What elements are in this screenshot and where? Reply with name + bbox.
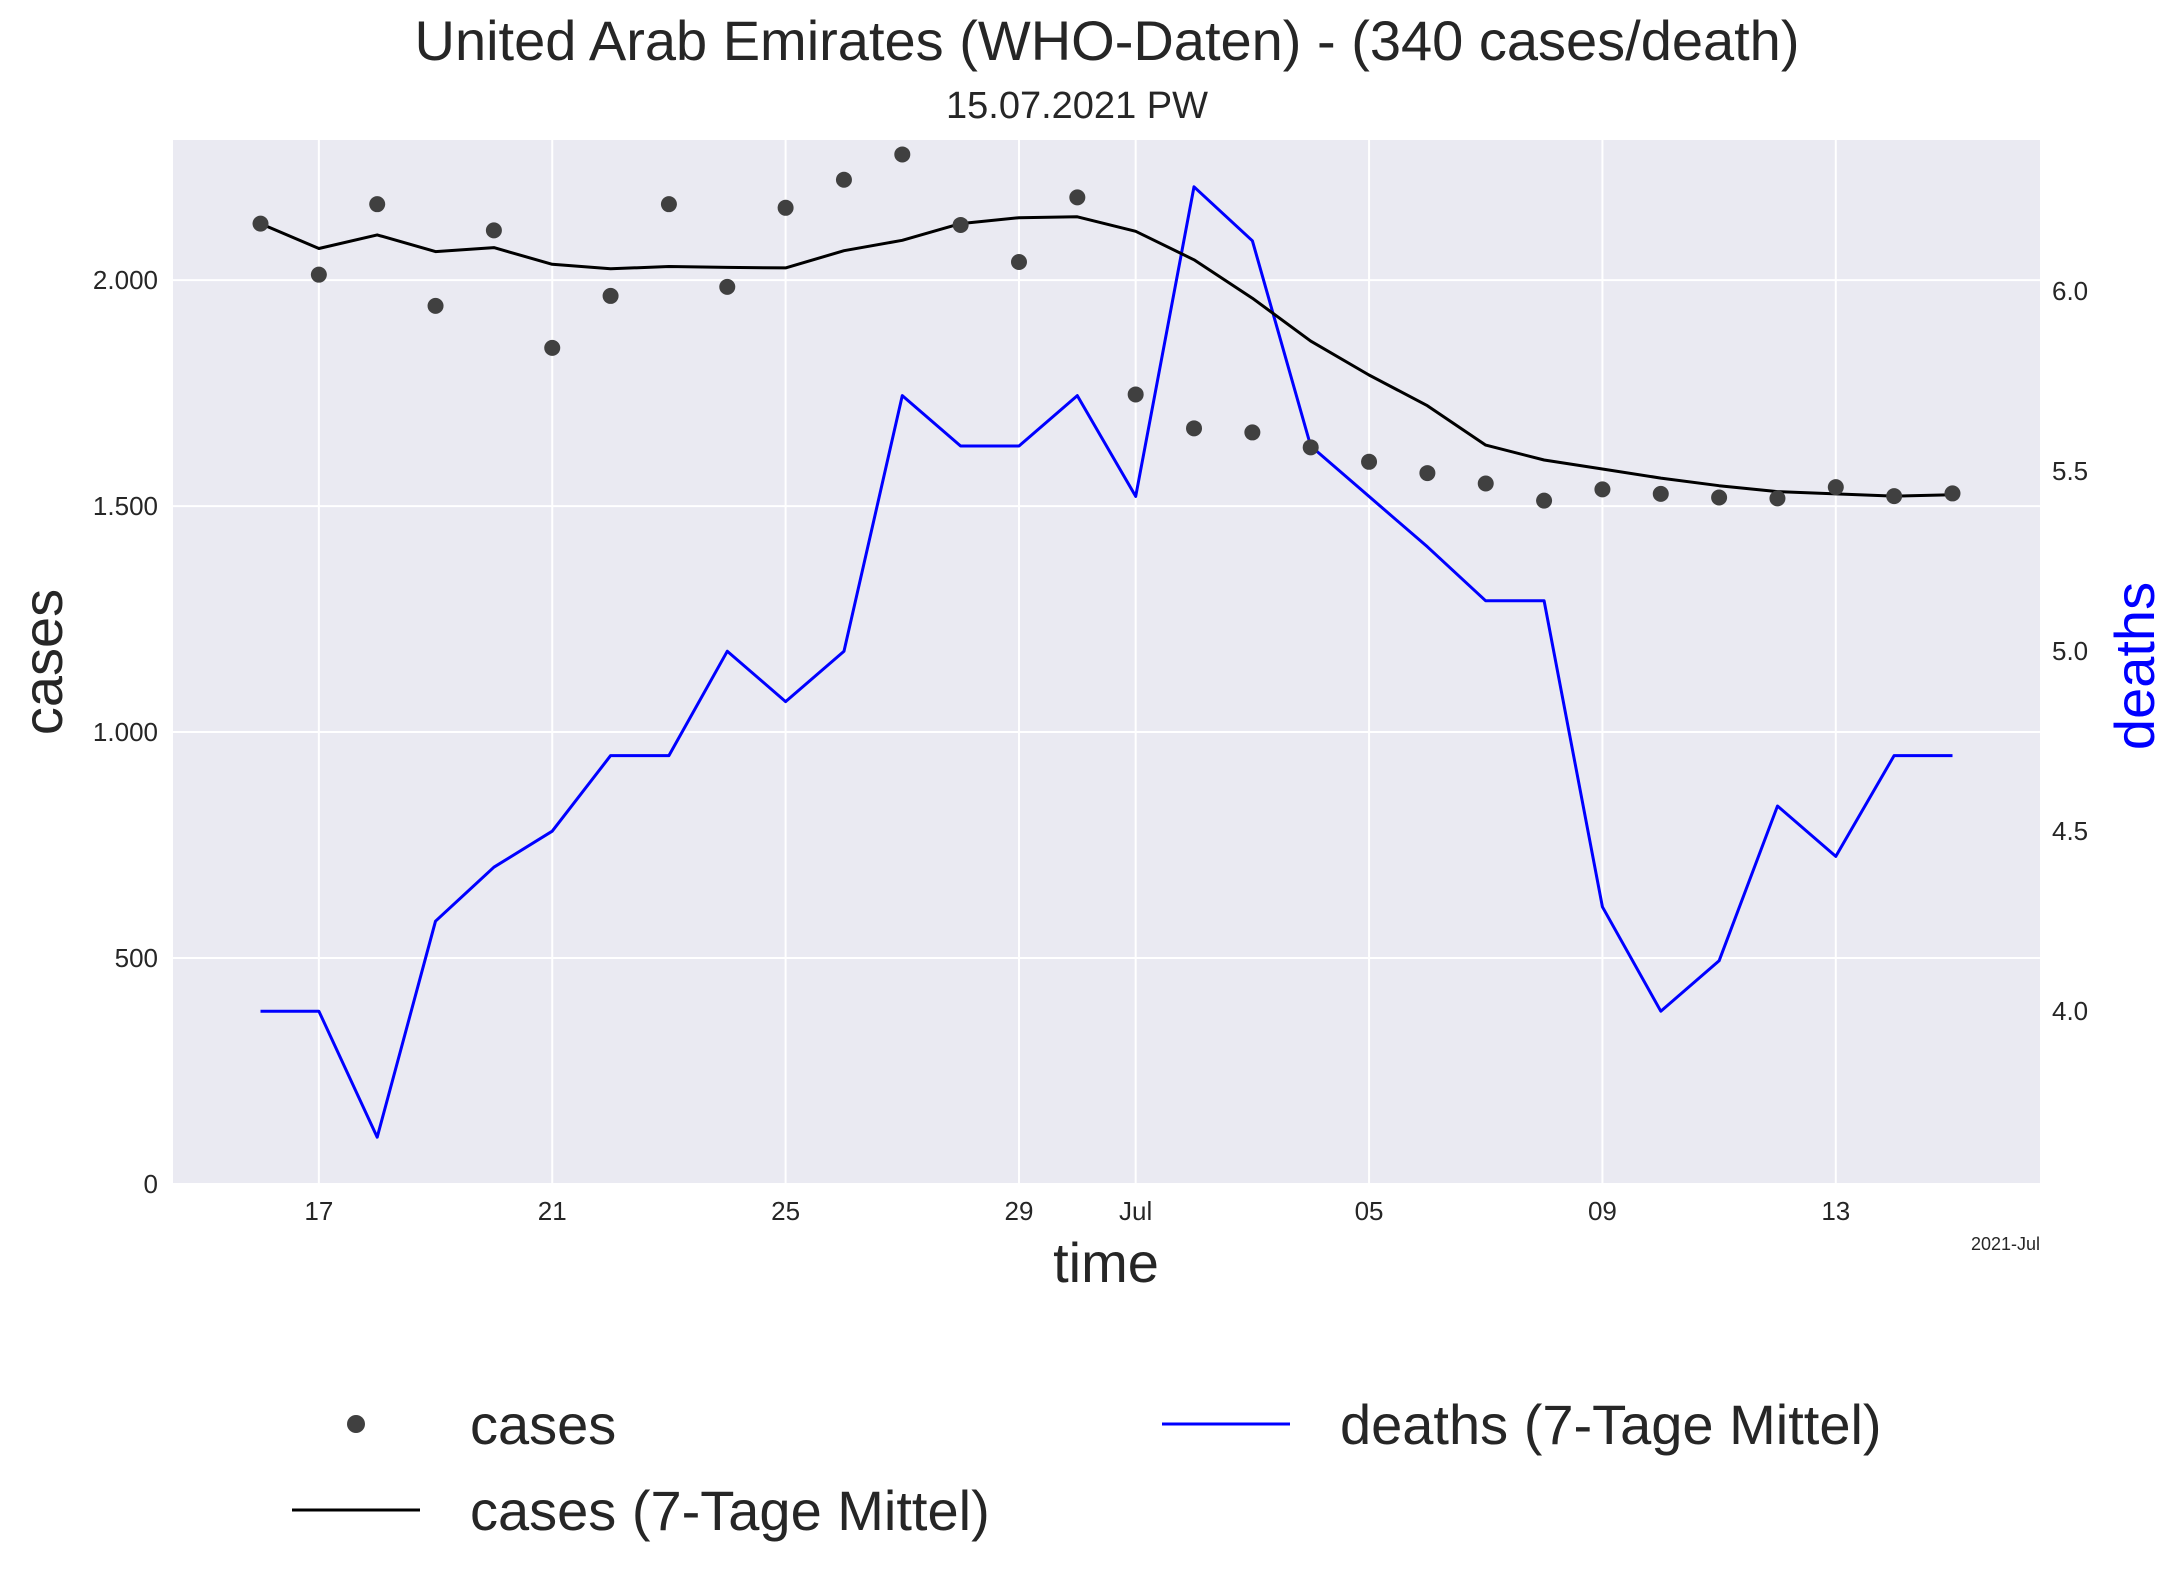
x-tick-label: 21	[538, 1196, 567, 1226]
cases-point	[1069, 189, 1086, 206]
cases-point	[1886, 488, 1903, 505]
cases-point	[369, 196, 386, 213]
cases-point	[1127, 386, 1144, 403]
x-tick-label: 13	[1821, 1196, 1850, 1226]
cases-point	[777, 199, 794, 216]
cases-avg-series	[259, 215, 1953, 498]
x-tick-label: 29	[1005, 1196, 1034, 1226]
cases-point	[544, 339, 561, 356]
cases-point	[1711, 489, 1728, 506]
chart-title: United Arab Emirates (WHO-Daten) - (340 …	[415, 9, 1800, 72]
y-left-axis-ticks: 0 500 1.000 1.500 2.000	[93, 265, 158, 1199]
y-right-axis-label: deaths	[2103, 582, 2166, 750]
cases-point	[1652, 485, 1669, 502]
cases-point	[1302, 439, 1319, 456]
y-right-tick-label: 5.0	[2052, 636, 2088, 666]
cases-point	[1010, 254, 1027, 271]
x-tick-label: Jul	[1119, 1196, 1152, 1226]
x-axis-label: time	[1053, 1231, 1159, 1294]
y-right-axis-ticks: 4.0 4.5 5.0 5.5 6.0	[2052, 276, 2088, 1026]
cases-point	[835, 171, 852, 188]
cases-avg-line	[259, 215, 1953, 498]
y-left-tick-label: 1.000	[93, 717, 158, 747]
x-axis-ticks: 17 21 25 29 Jul 05 09 13	[304, 1196, 1850, 1226]
grid-lines	[173, 140, 2040, 1185]
cases-point	[427, 297, 444, 314]
cases-point	[1594, 481, 1611, 498]
cases-point	[1186, 420, 1203, 437]
y-right-tick-label: 6.0	[2052, 276, 2088, 306]
y-right-tick-label: 4.0	[2052, 996, 2088, 1026]
cases-point	[1477, 475, 1494, 492]
deaths-series	[260, 185, 1953, 1139]
x-axis-offset-label: 2021-Jul	[1971, 1234, 2040, 1254]
y-right-tick-label: 4.5	[2052, 816, 2088, 846]
cases-scatter-series	[252, 146, 1961, 509]
legend-label-cases: cases	[470, 1393, 616, 1456]
cases-point	[719, 278, 736, 295]
x-tick-label: 25	[771, 1196, 800, 1226]
cases-point	[252, 215, 269, 232]
y-right-tick-label: 5.5	[2052, 456, 2088, 486]
y-left-tick-label: 500	[115, 943, 158, 973]
cases-point	[660, 196, 677, 213]
x-tick-label: 09	[1588, 1196, 1617, 1226]
cases-point	[1944, 485, 1961, 502]
deaths-line	[260, 185, 1953, 1139]
y-left-tick-label: 1.500	[93, 491, 158, 521]
legend-marker-cases	[347, 1415, 365, 1433]
cases-point	[894, 146, 911, 163]
cases-point	[952, 216, 969, 233]
chart-subtitle: 15.07.2021 PW	[946, 85, 1208, 127]
cases-point	[1244, 424, 1261, 441]
cases-point	[1827, 479, 1844, 496]
plot-area	[173, 140, 2040, 1184]
legend: cases cases (7-Tage Mittel) deaths (7-Ta…	[292, 1393, 1882, 1542]
legend-label-deaths: deaths (7-Tage Mittel)	[1340, 1393, 1882, 1456]
x-tick-label: 17	[304, 1196, 333, 1226]
y-left-tick-label: 0	[144, 1169, 158, 1199]
x-tick-label: 05	[1355, 1196, 1384, 1226]
cases-point	[1419, 465, 1436, 482]
y-left-tick-label: 2.000	[93, 265, 158, 295]
cases-point	[1769, 490, 1786, 507]
y-left-axis-label: cases	[11, 589, 74, 735]
cases-point	[602, 287, 619, 304]
legend-label-cases-avg: cases (7-Tage Mittel)	[470, 1479, 990, 1542]
cases-point	[1361, 453, 1378, 470]
cases-point	[310, 266, 327, 283]
cases-point	[485, 222, 502, 239]
cases-point	[1536, 492, 1553, 509]
